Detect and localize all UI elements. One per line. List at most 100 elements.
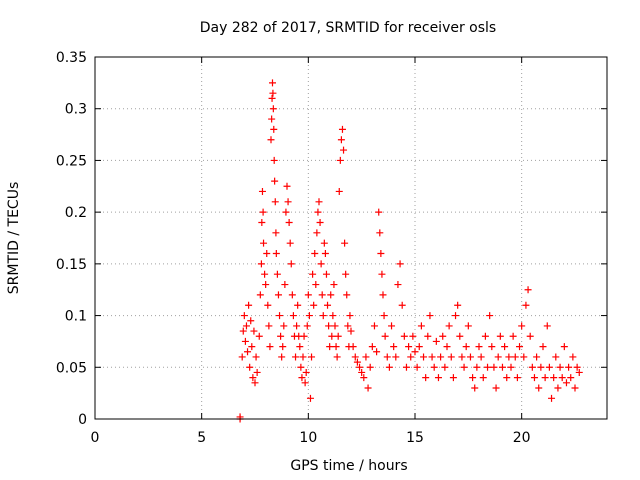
plot-frame xyxy=(94,56,608,420)
data-point xyxy=(492,384,500,392)
data-point xyxy=(353,358,361,366)
data-point xyxy=(560,343,568,351)
data-point xyxy=(552,353,560,361)
axis-ticks xyxy=(94,56,607,420)
data-point xyxy=(449,374,457,382)
data-point xyxy=(239,327,247,335)
data-point xyxy=(441,363,449,371)
data-point xyxy=(271,198,279,206)
data-point xyxy=(299,353,307,361)
data-point xyxy=(303,322,311,330)
data-point xyxy=(541,374,549,382)
data-point xyxy=(251,379,259,387)
data-point xyxy=(281,281,289,289)
data-point xyxy=(273,270,281,278)
tick-labels: 0 0.05 0.1 0.15 0.2 0.25 0.3 0.35 0 5 10 15 20 xyxy=(56,50,531,446)
data-point xyxy=(388,322,396,330)
data-point xyxy=(346,312,354,320)
data-point xyxy=(279,343,287,351)
data-point xyxy=(411,348,419,356)
data-point xyxy=(466,353,474,361)
data-point xyxy=(347,327,355,335)
data-point xyxy=(257,260,265,268)
data-point xyxy=(262,281,270,289)
x-tick-label: 15 xyxy=(406,430,424,446)
data-point xyxy=(383,353,391,361)
data-point xyxy=(267,136,275,144)
data-point xyxy=(362,353,370,361)
data-point xyxy=(454,301,462,309)
data-point xyxy=(420,353,428,361)
data-point xyxy=(520,353,528,361)
data-point xyxy=(336,156,344,164)
data-point xyxy=(545,363,553,371)
data-point xyxy=(264,301,272,309)
data-point xyxy=(344,322,352,330)
data-point xyxy=(265,322,273,330)
data-point xyxy=(471,384,479,392)
data-point xyxy=(364,384,372,392)
data-point xyxy=(332,343,340,351)
data-point xyxy=(325,322,333,330)
data-point xyxy=(373,348,381,356)
data-point xyxy=(366,363,374,371)
data-point xyxy=(242,322,250,330)
data-point xyxy=(524,286,532,294)
data-point xyxy=(334,332,342,340)
data-point xyxy=(488,343,496,351)
data-point xyxy=(351,353,359,361)
data-point xyxy=(422,374,430,382)
data-point xyxy=(335,187,343,195)
data-point xyxy=(298,374,306,382)
data-point xyxy=(276,312,284,320)
data-point xyxy=(516,343,524,351)
data-point xyxy=(377,250,385,258)
data-point xyxy=(548,394,556,402)
data-point xyxy=(539,343,547,351)
data-point xyxy=(381,332,389,340)
data-point xyxy=(484,363,492,371)
data-point xyxy=(526,332,534,340)
data-point xyxy=(317,260,325,268)
data-point xyxy=(486,312,494,320)
data-point xyxy=(458,353,466,361)
data-point xyxy=(424,332,432,340)
data-point xyxy=(426,312,434,320)
data-point xyxy=(413,363,421,371)
data-point xyxy=(509,332,517,340)
data-point xyxy=(284,198,292,206)
y-tick-label: 0.3 xyxy=(65,102,87,118)
data-point xyxy=(477,353,485,361)
x-axis-label: GPS time / hours xyxy=(290,458,407,474)
data-point xyxy=(558,374,566,382)
data-point xyxy=(320,239,328,247)
data-point xyxy=(313,229,321,237)
data-point xyxy=(268,94,276,102)
data-point xyxy=(341,239,349,247)
data-point xyxy=(554,384,562,392)
data-point xyxy=(249,374,257,382)
data-point xyxy=(283,182,291,190)
data-point xyxy=(297,363,305,371)
data-point xyxy=(376,229,384,237)
data-point xyxy=(253,368,261,376)
data-point xyxy=(258,218,266,226)
data-point xyxy=(296,343,304,351)
data-point xyxy=(535,384,543,392)
data-point xyxy=(398,301,406,309)
data-point xyxy=(259,208,267,216)
data-point xyxy=(530,374,538,382)
data-point xyxy=(402,363,410,371)
data-point xyxy=(245,301,253,309)
data-point xyxy=(312,281,320,289)
data-point xyxy=(306,394,314,402)
data-point xyxy=(333,353,341,361)
data-point xyxy=(331,322,339,330)
x-tick-label: 20 xyxy=(513,430,531,446)
data-point xyxy=(263,250,271,258)
data-point xyxy=(522,301,530,309)
data-point xyxy=(394,281,402,289)
data-point xyxy=(460,363,468,371)
data-point xyxy=(503,374,511,382)
